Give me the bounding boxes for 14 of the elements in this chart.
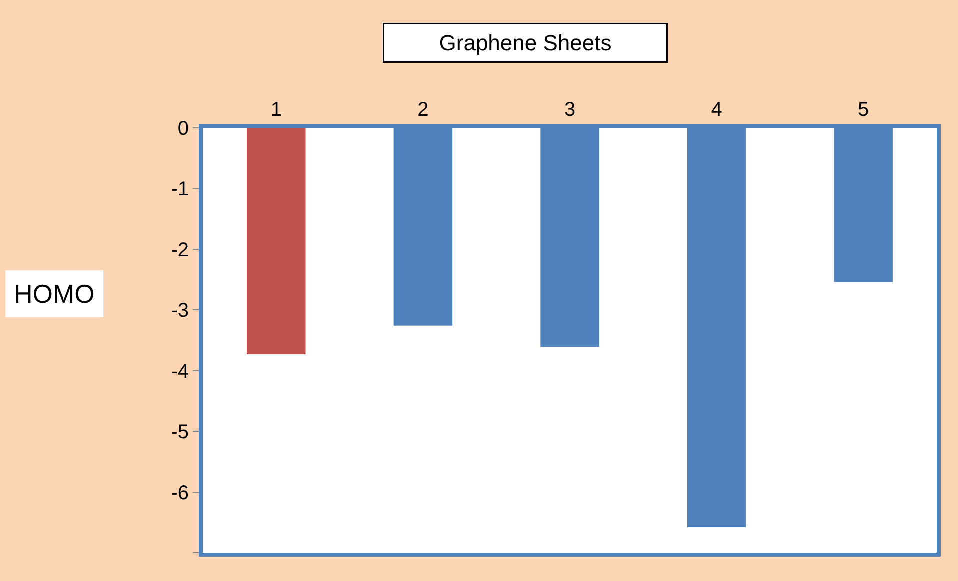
y-tick-label: -3 [171,300,189,322]
y-tick-label: -1 [171,178,189,201]
y-tick-label: 0 [178,118,189,140]
x-tick-label: 1 [270,99,282,121]
y-tick-label: -5 [171,422,189,444]
x-tick-label: 5 [858,99,870,121]
x-tick-label: 2 [418,99,429,121]
y-tick-label: -2 [171,239,189,262]
x-tick-label: 3 [564,99,576,121]
y-axis-title: HOMO [14,279,95,309]
y-tick-label: -4 [171,360,189,383]
x-tick-label: 4 [711,99,722,121]
y-tick-label: -6 [171,482,189,504]
x-axis-title: Graphene Sheets [439,30,612,56]
